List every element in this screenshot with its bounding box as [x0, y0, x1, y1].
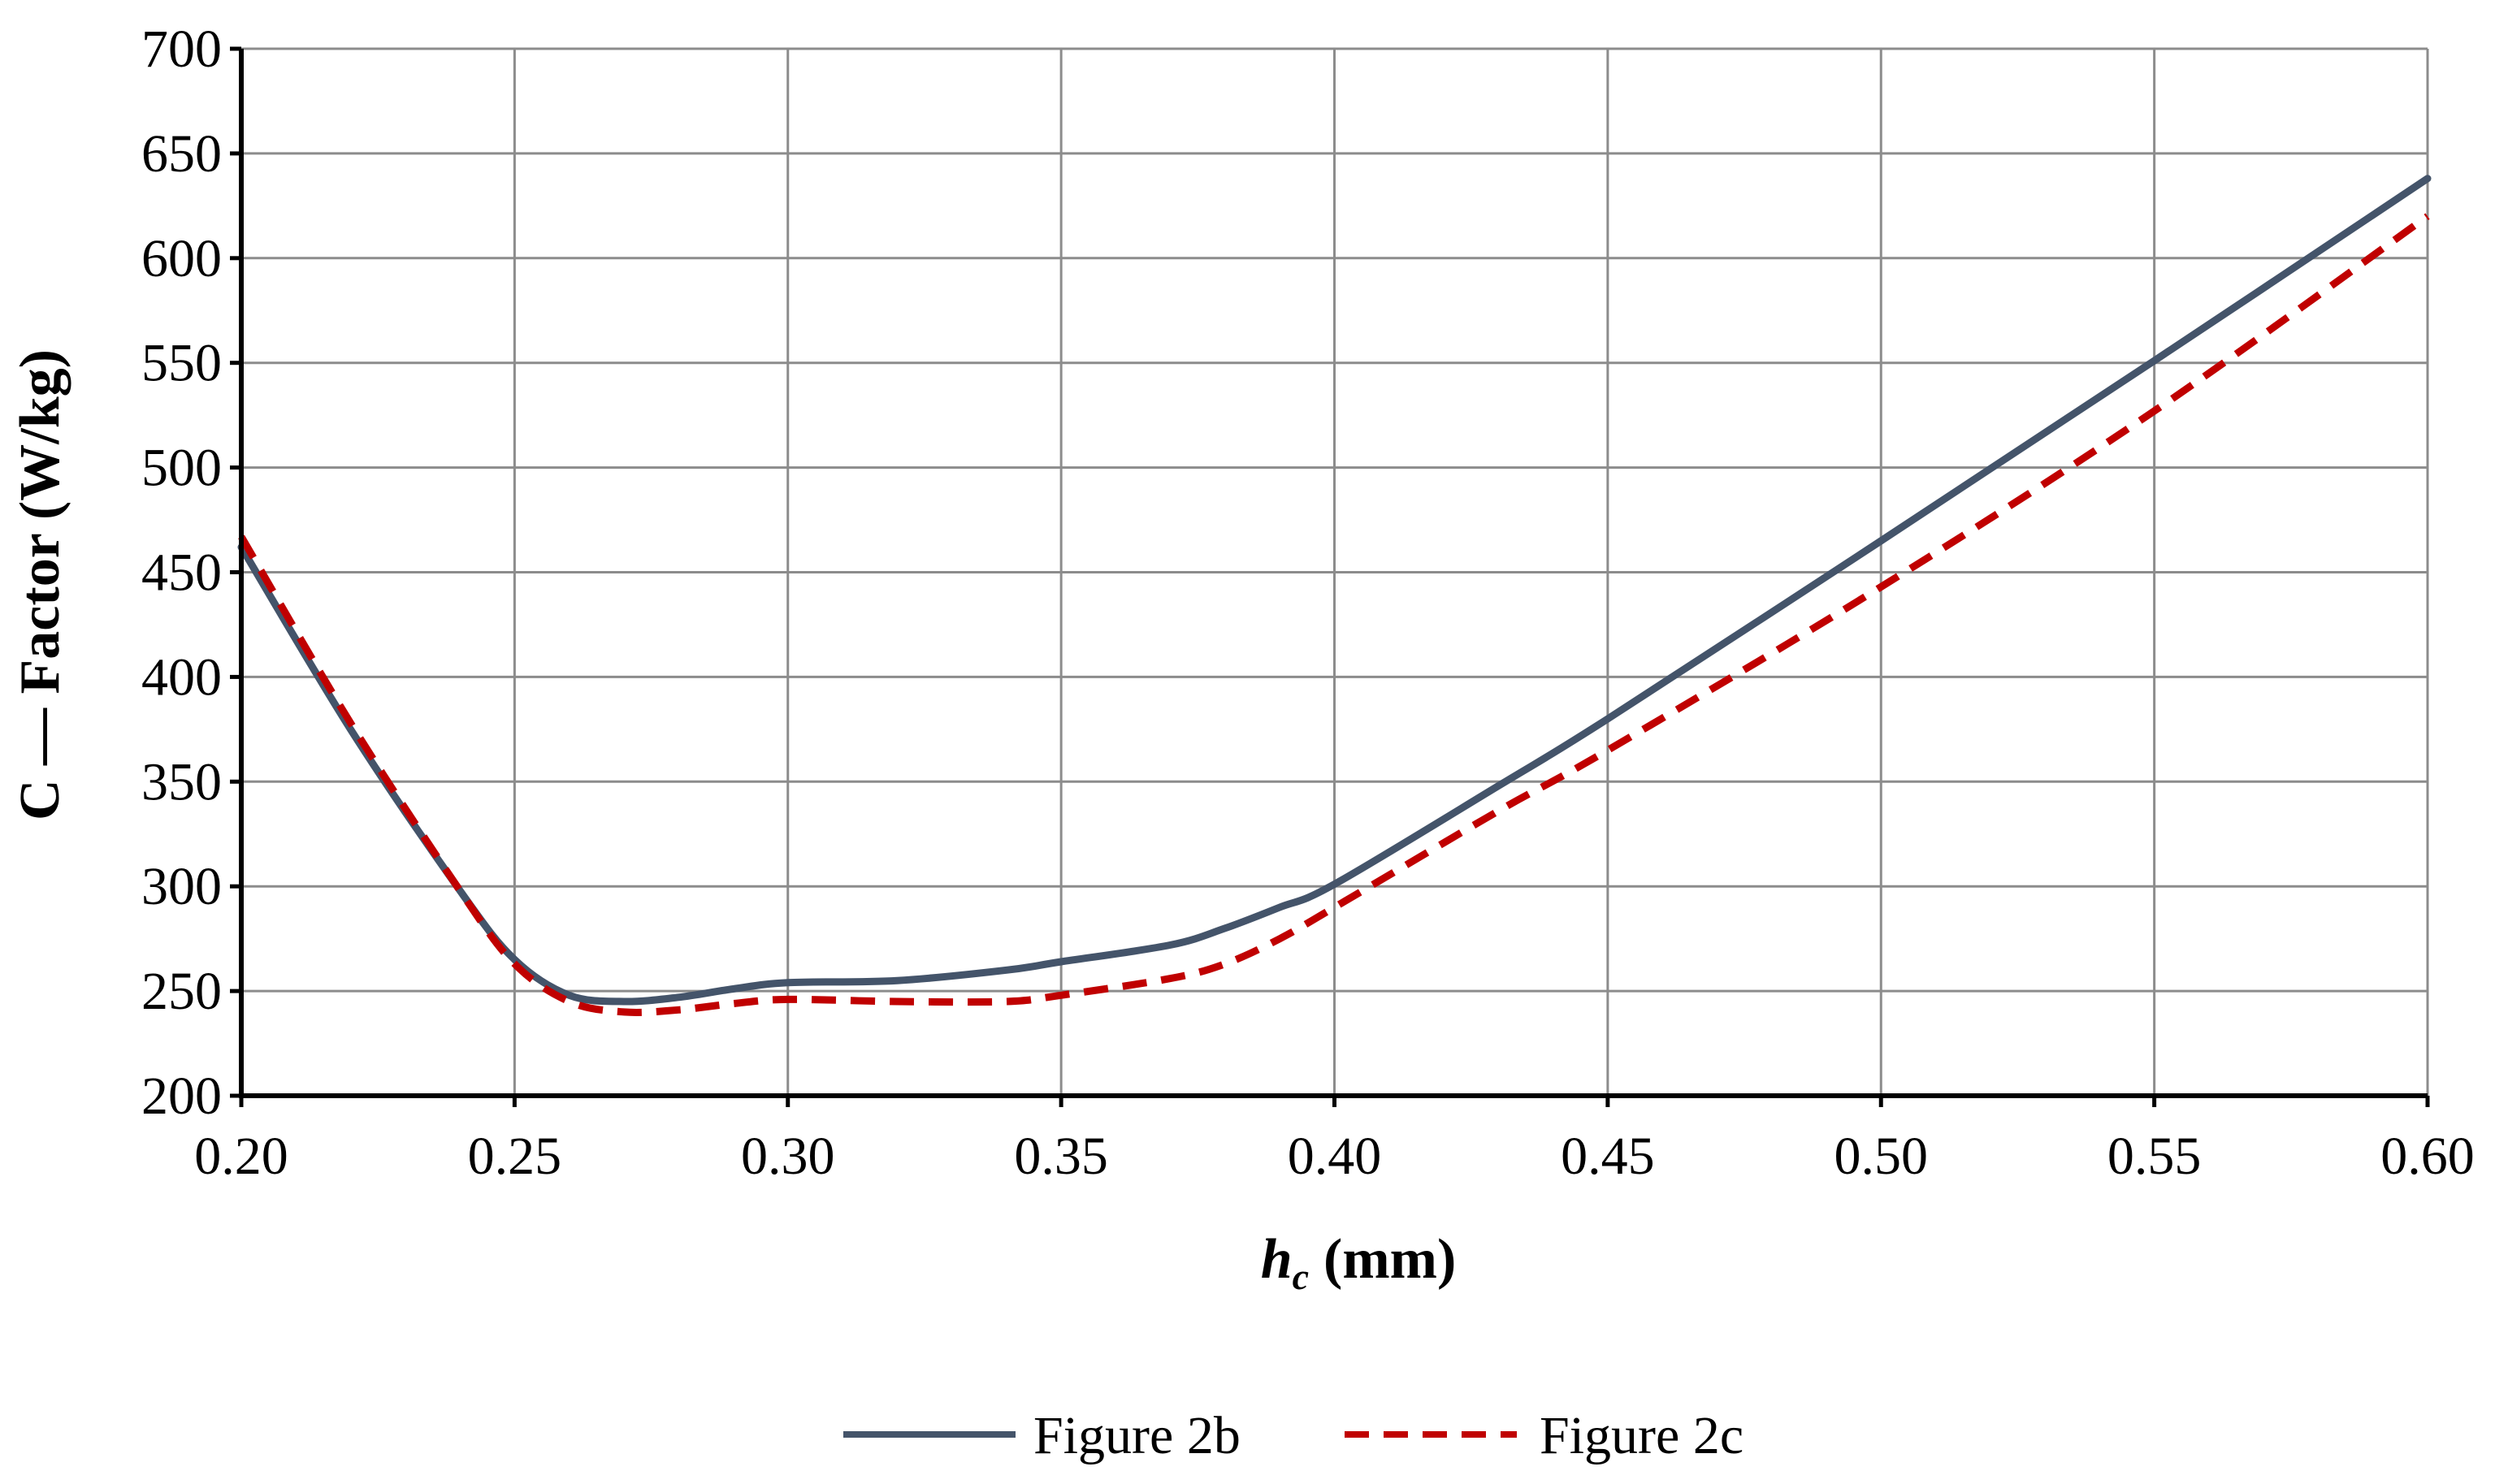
x-tick-label: 0.55 [2107, 1127, 2202, 1186]
y-tick-labels: 200 250 300 350 400 450 500 550 600 650 700 [141, 19, 222, 1126]
x-axis-title-unit: (mm) [1323, 1228, 1456, 1291]
x-axis-title: hc (mm) [1261, 1228, 1457, 1297]
x-tick-label: 0.60 [2380, 1127, 2475, 1186]
y-tick-label: 200 [141, 1066, 222, 1126]
x-tick-label: 0.20 [194, 1127, 288, 1186]
axes [230, 46, 2430, 1107]
y-tick-label: 550 [141, 334, 222, 393]
series-line-figure-2b [237, 175, 2432, 1006]
y-tick-label: 500 [141, 439, 222, 498]
x-tick-label: 0.35 [1014, 1127, 1108, 1186]
x-axis-title-main: h [1261, 1228, 1293, 1291]
y-tick-label: 450 [141, 543, 222, 603]
legend: Figure 2b Figure 2c [843, 1406, 1743, 1465]
y-tick-label: 250 [141, 962, 222, 1021]
y-tick-label: 650 [141, 124, 222, 184]
x-tick-label: 0.30 [741, 1127, 835, 1186]
x-tick-labels: 0.20 0.25 0.30 0.35 0.40 0.45 0.50 0.55 0.60 [194, 1127, 2475, 1186]
x-tick-label: 0.45 [1561, 1127, 1655, 1186]
series-group [237, 175, 2432, 1016]
legend-label-figure-2c: Figure 2c [1540, 1406, 1743, 1465]
y-axis-title: C — Factor (W/kg) [9, 349, 71, 820]
y-tick-label: 350 [141, 752, 222, 811]
x-tick-label: 0.50 [1834, 1127, 1929, 1186]
y-tick-label: 700 [141, 19, 222, 79]
x-tick-label: 0.40 [1288, 1127, 1382, 1186]
x-tick-label: 0.25 [468, 1127, 562, 1186]
x-axis-title-subscript: c [1293, 1256, 1309, 1297]
y-tick-label: 300 [141, 857, 222, 916]
y-tick-label: 400 [141, 647, 222, 707]
y-tick-label: 600 [141, 229, 222, 288]
grid [241, 47, 2429, 1096]
series-line-figure-2c [238, 213, 2430, 1016]
legend-label-figure-2b: Figure 2b [1033, 1406, 1241, 1465]
